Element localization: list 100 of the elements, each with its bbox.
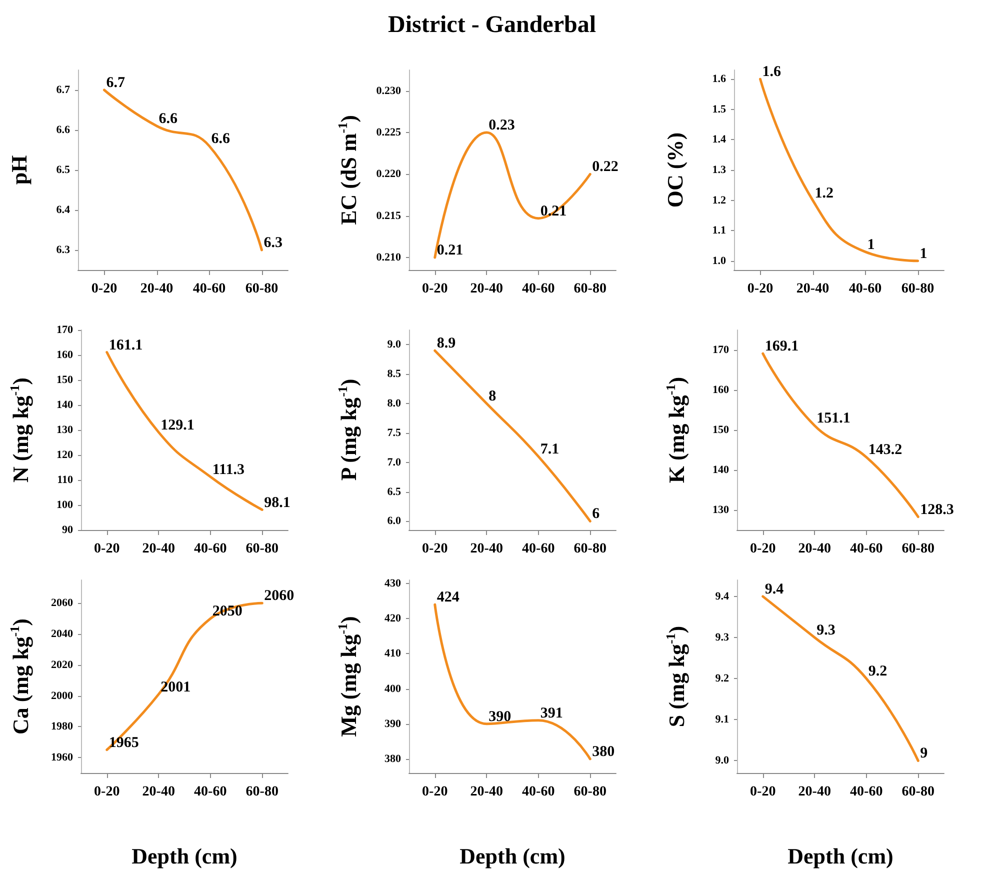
y-tick-label: 8.0 <box>387 398 402 410</box>
data-label: 6 <box>592 506 600 522</box>
x-axis-title: Depth (cm) <box>132 844 238 868</box>
y-tick-label: 380 <box>384 752 402 765</box>
y-tick-label: 2040 <box>51 628 74 640</box>
y-axis-title: N (mg kg-1) <box>7 378 33 482</box>
x-tick-label: 40-60 <box>522 542 555 556</box>
y-tick-label: 2060 <box>51 597 74 610</box>
x-tick-label: 60-80 <box>574 542 606 556</box>
x-tick-label: 40-60 <box>194 784 227 800</box>
x-tick-label: 0-20 <box>750 784 776 800</box>
data-label: 0.21 <box>436 242 464 258</box>
data-label: 1 <box>920 246 928 262</box>
y-tick-label: 1960 <box>51 752 74 764</box>
line-series <box>762 352 920 518</box>
y-tick-label: 130 <box>56 424 74 436</box>
y-tick-label: 1.0 <box>712 254 726 267</box>
y-axis-title: pH <box>6 155 32 185</box>
y-tick-label: 6.5 <box>387 486 402 498</box>
data-label: 1.6 <box>762 64 782 80</box>
x-tick-label: 60-80 <box>574 282 606 296</box>
x-tick-label: 40-60 <box>522 282 555 296</box>
x-tick-label: 40-60 <box>194 542 227 556</box>
y-tick-label: 2020 <box>51 658 74 671</box>
x-tick-label: 0-20 <box>94 784 120 800</box>
x-tick-label: 0-20 <box>422 542 448 556</box>
y-tick-label: 150 <box>712 424 730 436</box>
y-tick-label: 390 <box>384 718 402 730</box>
data-label: 169.1 <box>764 338 799 355</box>
x-tick-label: 40-60 <box>522 784 555 800</box>
data-label: 111.3 <box>212 462 244 478</box>
y-tick-label: 9.3 <box>715 631 730 644</box>
data-label: 9 <box>920 746 928 762</box>
data-label: 128.3 <box>920 502 954 518</box>
y-tick-label: 1.5 <box>712 103 726 116</box>
y-tick-label: 1980 <box>51 720 74 733</box>
y-tick-label: 6.5 <box>56 164 70 176</box>
x-tick-label: 40-60 <box>848 282 882 296</box>
y-tick-label: 7.5 <box>387 426 402 439</box>
y-tick-label: 400 <box>384 682 402 695</box>
x-tick-label: 60-80 <box>245 282 278 296</box>
y-tick-label: 130 <box>712 504 730 516</box>
y-tick-label: 120 <box>56 449 74 461</box>
y-tick-label: 1.6 <box>712 73 726 86</box>
y-axis-title: EC (dS m-1) <box>335 115 361 225</box>
y-tick-label: 7.0 <box>387 456 402 468</box>
data-label: 98.1 <box>264 494 290 511</box>
y-tick-label: 9.4 <box>715 590 730 602</box>
data-label: 1 <box>867 236 875 253</box>
x-tick-label: 60-80 <box>902 784 934 800</box>
chart-title: District - Ganderbal <box>388 12 596 38</box>
line-series <box>759 78 919 262</box>
data-label: 9.2 <box>868 664 888 680</box>
x-tick-label: 0-20 <box>747 282 774 296</box>
x-tick-label: 0-20 <box>94 542 120 556</box>
data-label: 8 <box>488 388 496 405</box>
line-series <box>434 603 592 760</box>
x-tick-label: 20-40 <box>140 282 174 296</box>
y-tick-label: 6.3 <box>56 244 70 256</box>
y-tick-label: 0.220 <box>376 168 402 180</box>
data-label: 1.2 <box>814 185 834 202</box>
data-label: 391 <box>540 705 563 722</box>
line-series <box>434 349 592 522</box>
y-tick-label: 6.7 <box>56 84 70 96</box>
y-tick-label: 1.3 <box>712 164 726 176</box>
data-label: 6.7 <box>106 75 126 91</box>
y-tick-label: 100 <box>56 499 74 511</box>
x-tick-label: 0-20 <box>422 784 448 800</box>
x-tick-label: 20-40 <box>142 784 175 800</box>
data-label: 8.9 <box>436 336 456 352</box>
y-axis-title: Mg (mg kg-1) <box>335 616 361 737</box>
y-tick-label: 110 <box>57 474 74 486</box>
y-tick-label: 170 <box>712 344 730 356</box>
x-tick-label: 0-20 <box>422 282 448 296</box>
y-tick-label: 1.4 <box>712 134 726 146</box>
y-tick-label: 90 <box>62 524 74 536</box>
data-label: 161.1 <box>108 337 143 354</box>
x-tick-label: 40-60 <box>850 542 883 556</box>
data-label: 0.23 <box>488 118 515 134</box>
x-tick-label: 20-40 <box>470 282 503 296</box>
data-label: 390 <box>488 708 512 725</box>
x-tick-label: 40-60 <box>192 282 226 296</box>
y-tick-label: 170 <box>56 324 74 336</box>
y-tick-label: 1.1 <box>712 224 726 237</box>
x-axis-title: Depth (cm) <box>788 844 894 868</box>
y-tick-label: 9.1 <box>715 714 729 726</box>
data-label: 9.3 <box>816 622 836 638</box>
y-tick-label: 410 <box>384 648 402 660</box>
x-tick-label: 0-20 <box>750 542 776 556</box>
y-tick-label: 160 <box>56 349 74 361</box>
y-tick-label: 1.2 <box>712 194 726 206</box>
y-tick-label: 6.4 <box>56 204 70 216</box>
data-label: 6.6 <box>158 111 178 127</box>
x-tick-label: 60-80 <box>902 542 934 556</box>
y-tick-label: 9.2 <box>715 672 730 685</box>
y-tick-label: 6.6 <box>56 124 70 136</box>
x-tick-label: 20-40 <box>796 282 830 296</box>
line-series <box>103 88 263 252</box>
x-tick-label: 20-40 <box>798 542 831 556</box>
y-axis-title: Ca (mg kg-1) <box>7 618 33 734</box>
